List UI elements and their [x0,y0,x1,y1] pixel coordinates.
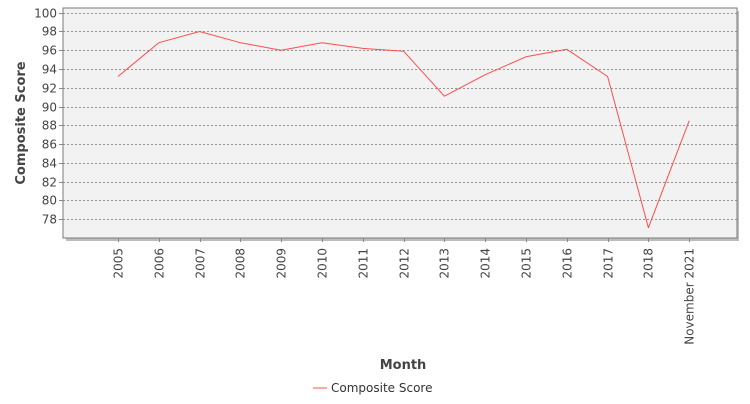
x-tick-label: 2017 [602,248,616,279]
x-tick-label: 2008 [234,248,248,279]
x-axis-label: Month [380,358,427,373]
y-tick-label: 78 [42,213,57,227]
y-tick-label: 94 [42,63,57,77]
y-tick-label: 86 [42,138,57,152]
x-tick-label: 2011 [357,248,371,279]
plot-area [62,7,738,239]
x-tick-label: 2007 [194,248,208,279]
y-tick-label: 84 [42,157,57,171]
series-line [117,31,690,229]
x-tick-label: November 2021 [683,248,697,345]
y-tick-label: 100 [34,7,57,21]
y-axis-label: Composite Score [14,61,29,184]
y-axis: 78 80 82 84 86 88 90 92 94 96 98 100 [34,7,63,227]
x-axis: 2005 2006 2007 2008 2009 2010 2011 2012 2013 2014… [112,238,697,345]
y-tick-label: 92 [42,82,57,96]
y-tick-label: 88 [42,119,57,133]
y-tick-label: 80 [42,194,57,208]
y-tick-label: 98 [42,25,57,39]
y-tick-label: 90 [42,101,57,115]
x-tick-label: 2009 [275,248,289,279]
x-tick-label: 2010 [316,248,330,279]
legend-label: Composite Score [331,381,432,395]
y-tick-label: 82 [42,176,57,190]
x-tick-label: 2013 [438,248,452,279]
x-tick-label: 2005 [112,248,126,279]
x-tick-label: 2014 [479,248,493,279]
x-tick-label: 2018 [642,248,656,279]
x-tick-label: 2016 [561,248,575,279]
x-tick-label: 2006 [153,248,167,279]
x-tick-label: 2012 [398,248,412,279]
y-tick-label: 96 [42,44,57,58]
series-lines [117,31,690,229]
x-tick-label: 2015 [520,248,534,279]
legend: Composite Score [313,381,432,395]
